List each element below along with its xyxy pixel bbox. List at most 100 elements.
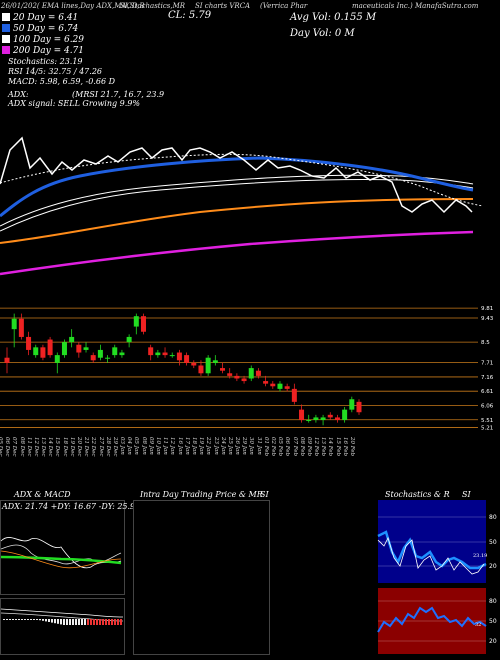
macd-readout: MACD: 5.98, 6.59, -0.66 D (8, 77, 116, 86)
macd-hist-bar (120, 619, 122, 625)
candle-body (248, 368, 254, 379)
candle-body (4, 357, 10, 363)
macd-histogram (3, 619, 122, 625)
legend-item: 200 Day = 4.71 (2, 46, 84, 57)
candle-body (40, 347, 46, 358)
candle-body (227, 373, 233, 376)
date-label: 24 Jan (219, 437, 226, 455)
macd-hist-bar (63, 619, 65, 625)
macd-signal-line (0, 608, 124, 618)
ema-lines-chart (0, 136, 484, 276)
date-label: 18 Jan (190, 437, 197, 455)
stoch-tick-20: 20 (489, 563, 497, 570)
date-label: 15 Dec (54, 437, 61, 457)
candle-body (291, 388, 297, 402)
mrsi-readout: (MRSI 21.7, 16.7, 23.9 (72, 90, 165, 99)
date-label: 22 Jan (205, 437, 212, 455)
candle-body (241, 378, 247, 382)
macd-hist-bar (21, 619, 23, 620)
candle-body (270, 383, 276, 387)
price-level-label: 9.81 (481, 306, 493, 312)
legend-swatch (2, 24, 10, 32)
date-label: 08 Dec (18, 437, 25, 457)
candle-body (140, 316, 146, 332)
macd-hist-bar (36, 619, 38, 620)
candle-body (176, 352, 182, 361)
date-label: 19 Jan (198, 437, 205, 455)
date-label: 27 Dec (97, 437, 104, 457)
rsi-lines (377, 600, 487, 642)
date-label: 25 Jan (226, 437, 233, 455)
avg-volume: Avg Vol: 0.155 M (290, 12, 377, 23)
date-label: 04 Jan (126, 437, 133, 455)
date-label: 31 Jan (255, 437, 262, 455)
date-label: 14 Feb (327, 437, 334, 457)
macd-hist-bar (15, 619, 17, 620)
date-label: 12 Jan (169, 437, 176, 455)
macd-hist-bar (48, 619, 50, 622)
price-level-label: 6.06 (481, 403, 494, 409)
candle-body (349, 399, 355, 410)
legend-label: 20 Day = 6.41 (13, 13, 79, 23)
date-label: 30 Jan (248, 437, 255, 455)
macd-hist-bar (90, 619, 92, 625)
macd-hist-bar (117, 619, 119, 625)
macd-hist-bar (102, 619, 104, 625)
candle-body (284, 386, 290, 389)
price-level-label: 9.43 (481, 316, 494, 322)
macd-hist-bar (6, 619, 8, 620)
adx-signal: ADX signal: SELL Growing 9.9% (8, 99, 140, 108)
macd-hist-bar (24, 619, 26, 620)
macd-hist-bar (78, 619, 80, 625)
date-label: 05 Jan (133, 437, 140, 455)
ema-100-line (0, 198, 474, 244)
date-label: 18 Dec (61, 437, 68, 457)
adx-plus-di-line (0, 537, 122, 569)
candle-body (26, 336, 32, 350)
date-label: 07 Dec (11, 437, 18, 457)
candle-body (97, 349, 103, 358)
candle-body (299, 409, 305, 421)
adx-lines (0, 537, 122, 569)
date-label: 20 Feb (349, 437, 355, 457)
price-level-label: 5.51 (481, 418, 493, 424)
header-site: maceuticals Inc.) ManafaSutra.com (352, 2, 479, 10)
adx-main-line (0, 555, 122, 565)
candle-body (47, 339, 53, 356)
macd-hist-bar (114, 619, 116, 625)
candle-body (61, 342, 67, 356)
stoch-tick-80: 80 (489, 514, 497, 521)
candle-body (162, 352, 168, 356)
candle-body (263, 381, 269, 384)
macd-hist-bar (93, 619, 95, 625)
macd-hist-bar (39, 619, 41, 621)
macd-hist-bar (111, 619, 113, 625)
candle-body (119, 352, 125, 356)
date-label: 28 Dec (104, 437, 111, 457)
date-label: 16 Feb (341, 437, 348, 457)
candle-body (169, 355, 175, 357)
candle-body (313, 417, 319, 421)
macd-hist-bar (3, 619, 5, 620)
price-line (0, 136, 473, 214)
rsi-tick-50: 50 (489, 618, 497, 625)
date-label: 11 Dec (25, 437, 32, 457)
candle-body (205, 357, 211, 374)
candle-body (356, 401, 362, 413)
candle-body (148, 347, 154, 356)
macd-hist-bar (84, 619, 86, 625)
date-label: 19 Dec (68, 437, 75, 457)
date-label: 09 Jan (147, 437, 154, 455)
macd-hist-bar (45, 619, 47, 622)
date-label: 14 Dec (47, 437, 54, 457)
adx-macd-title: ADX & MACD (14, 490, 71, 499)
date-label: 13 Dec (40, 437, 47, 457)
candle-body (306, 420, 312, 422)
adx-orange-line (0, 550, 122, 569)
date-label: 05 Feb (277, 437, 284, 457)
candle-body (184, 355, 190, 363)
candle-body (327, 414, 333, 418)
macd-hist-bar (27, 619, 29, 620)
stochastics-panel: 23.19 (377, 500, 487, 583)
candle-body (220, 368, 226, 371)
